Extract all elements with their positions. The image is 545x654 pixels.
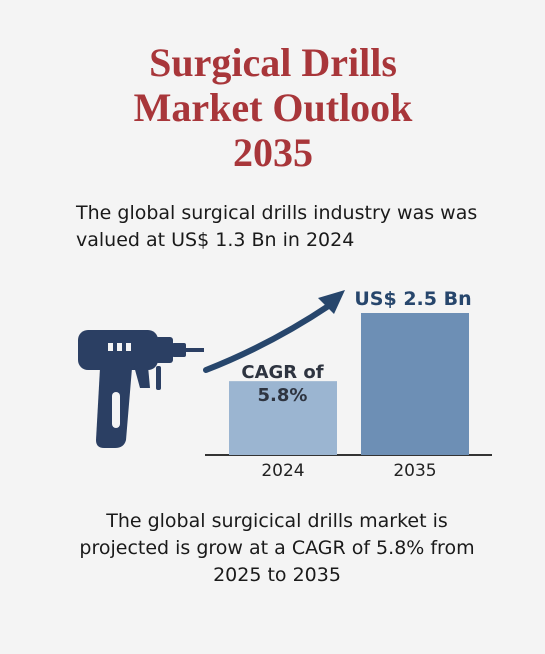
x-tick-label: 2024: [261, 461, 304, 481]
arrow-head: [318, 290, 345, 314]
drill-icon: [78, 330, 204, 448]
value-label: US$ 2.5 Bn: [354, 288, 471, 310]
footer-text: The global surgicical drills market is p…: [79, 510, 475, 586]
bar: [361, 313, 469, 455]
annotation: CAGR of 5.8%: [241, 362, 324, 406]
title: Surgical Drills Market Outlook 2035: [133, 40, 413, 175]
trend-arrow: [203, 302, 333, 373]
subtitle: The global surgical drills industry was …: [76, 202, 478, 251]
bar: [229, 381, 337, 455]
x-tick-label: 2035: [393, 461, 436, 481]
